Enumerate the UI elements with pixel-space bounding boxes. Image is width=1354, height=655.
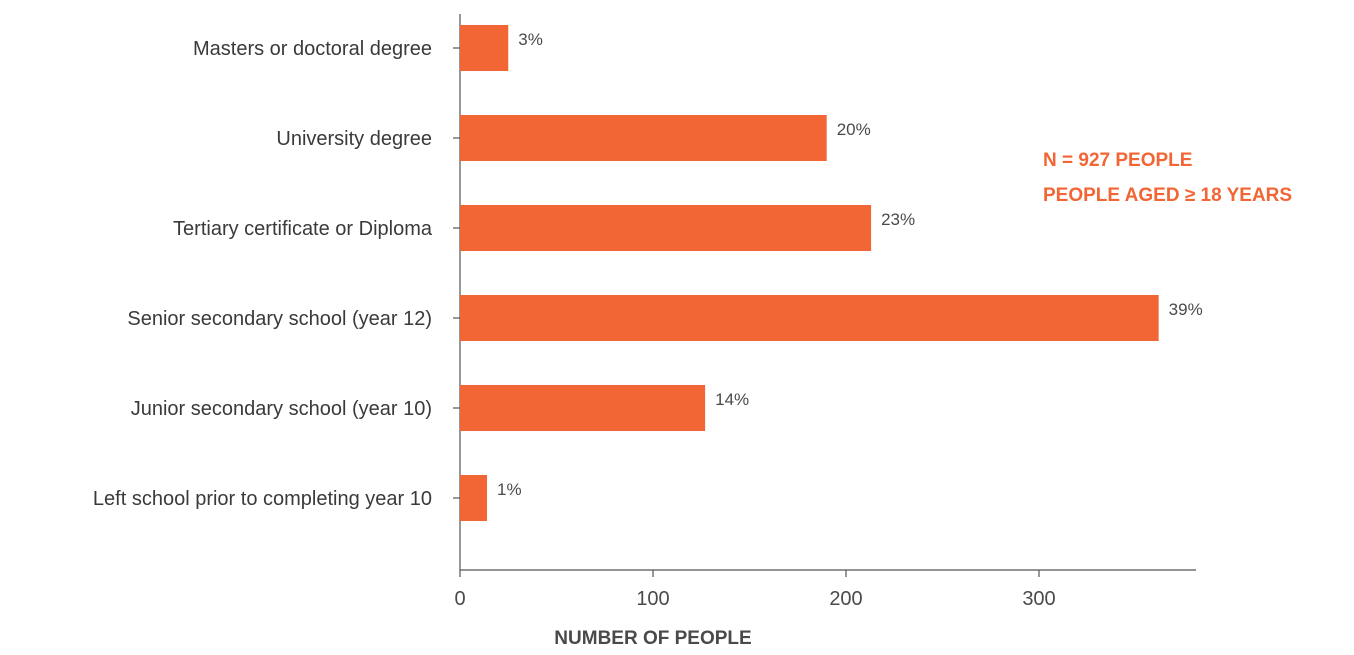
category-label: University degree (276, 128, 432, 150)
x-tick-label: 100 (636, 588, 669, 610)
bar (460, 115, 827, 161)
category-label: Left school prior to completing year 10 (93, 488, 432, 510)
bar (460, 205, 872, 251)
bars-group: Masters or doctoral degree 3% University d… (93, 25, 1203, 521)
category-label: Tertiary certificate or Diploma (173, 218, 433, 240)
category-label: Masters or doctoral degree (193, 38, 432, 60)
bar (460, 475, 488, 521)
x-tick-label: 200 (829, 588, 862, 610)
bar-value-label: 14% (715, 390, 749, 409)
bar-value-label: 20% (837, 120, 871, 139)
x-tick-label: 0 (454, 588, 465, 610)
x-axis-title: NUMBER OF PEOPLE (554, 628, 751, 649)
bar-value-label: 3% (518, 30, 543, 49)
sample-size-note: N = 927 PEOPLE (1043, 150, 1192, 171)
bar (460, 25, 509, 71)
bar-value-label: 1% (497, 480, 522, 499)
bar-value-label: 23% (881, 210, 915, 229)
bar-value-label: 39% (1169, 300, 1203, 319)
x-tick-label: 300 (1022, 588, 1055, 610)
x-ticks-group: 0 100 200 300 (454, 570, 1056, 610)
category-label: Senior secondary school (year 12) (127, 308, 432, 330)
category-label: Junior secondary school (year 10) (131, 398, 432, 420)
bar (460, 295, 1159, 341)
bar (460, 385, 706, 431)
age-criteria-note: PEOPLE AGED ≥ 18 YEARS (1043, 185, 1292, 206)
